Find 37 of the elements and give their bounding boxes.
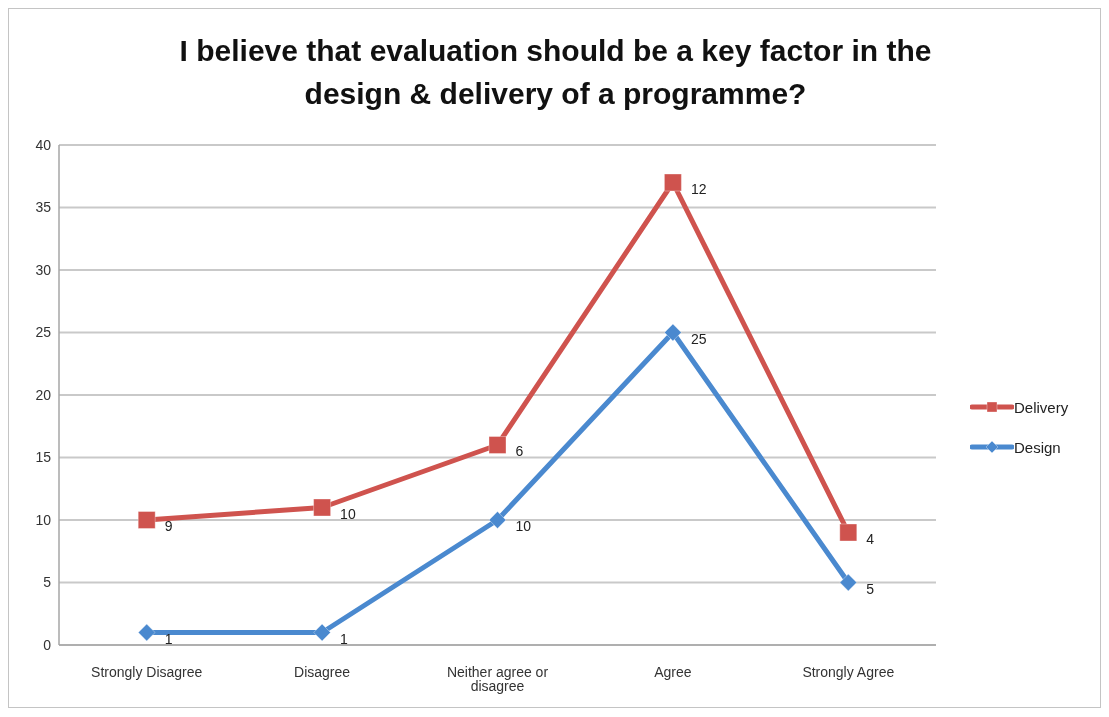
annotation: 4 bbox=[866, 530, 875, 547]
data-label: 1 bbox=[164, 630, 173, 647]
point bbox=[488, 511, 507, 529]
point bbox=[313, 623, 331, 642]
x-tick-label: Strongly Disagree bbox=[91, 663, 203, 680]
y-tick-label: 10 bbox=[35, 511, 52, 528]
data-label: 5 bbox=[866, 580, 875, 597]
annotation: 6 bbox=[515, 443, 524, 459]
x-tick-label: Disagree bbox=[294, 663, 351, 680]
x-tick-label: Agree bbox=[654, 663, 692, 680]
data-label: 1 bbox=[340, 630, 349, 647]
y-tick-label: 20 bbox=[35, 386, 52, 403]
data-label: 25 bbox=[690, 330, 707, 347]
y-tick-label: 40 bbox=[35, 136, 52, 153]
chart-title: I believe that evaluation should be a key factor in the design & delivery of a programme? bbox=[178, 33, 933, 112]
point bbox=[137, 623, 156, 642]
annotation: 10 bbox=[340, 505, 356, 522]
legend-label: Design bbox=[1014, 438, 1061, 456]
point bbox=[664, 323, 682, 342]
y-tick-label: 5 bbox=[43, 574, 52, 591]
annotation: 9 bbox=[164, 518, 173, 534]
data-label: 10 bbox=[515, 518, 532, 534]
point bbox=[313, 498, 332, 517]
point bbox=[663, 173, 682, 192]
point bbox=[839, 523, 858, 542]
y-tick-label: 0 bbox=[43, 636, 52, 653]
y-tick-label: 30 bbox=[35, 261, 52, 278]
y-tick-label: 35 bbox=[35, 199, 52, 216]
x-tick-label: Neither agree or disagree bbox=[446, 663, 549, 694]
point bbox=[137, 511, 156, 529]
x-tick-label: Strongly Agree bbox=[802, 663, 895, 680]
point bbox=[488, 436, 507, 454]
legend-label: Delivery bbox=[1014, 398, 1069, 416]
y-tick-label: 25 bbox=[35, 324, 52, 341]
y-tick-label: 15 bbox=[35, 449, 52, 466]
point bbox=[839, 573, 858, 592]
annotation: 12 bbox=[690, 180, 707, 197]
